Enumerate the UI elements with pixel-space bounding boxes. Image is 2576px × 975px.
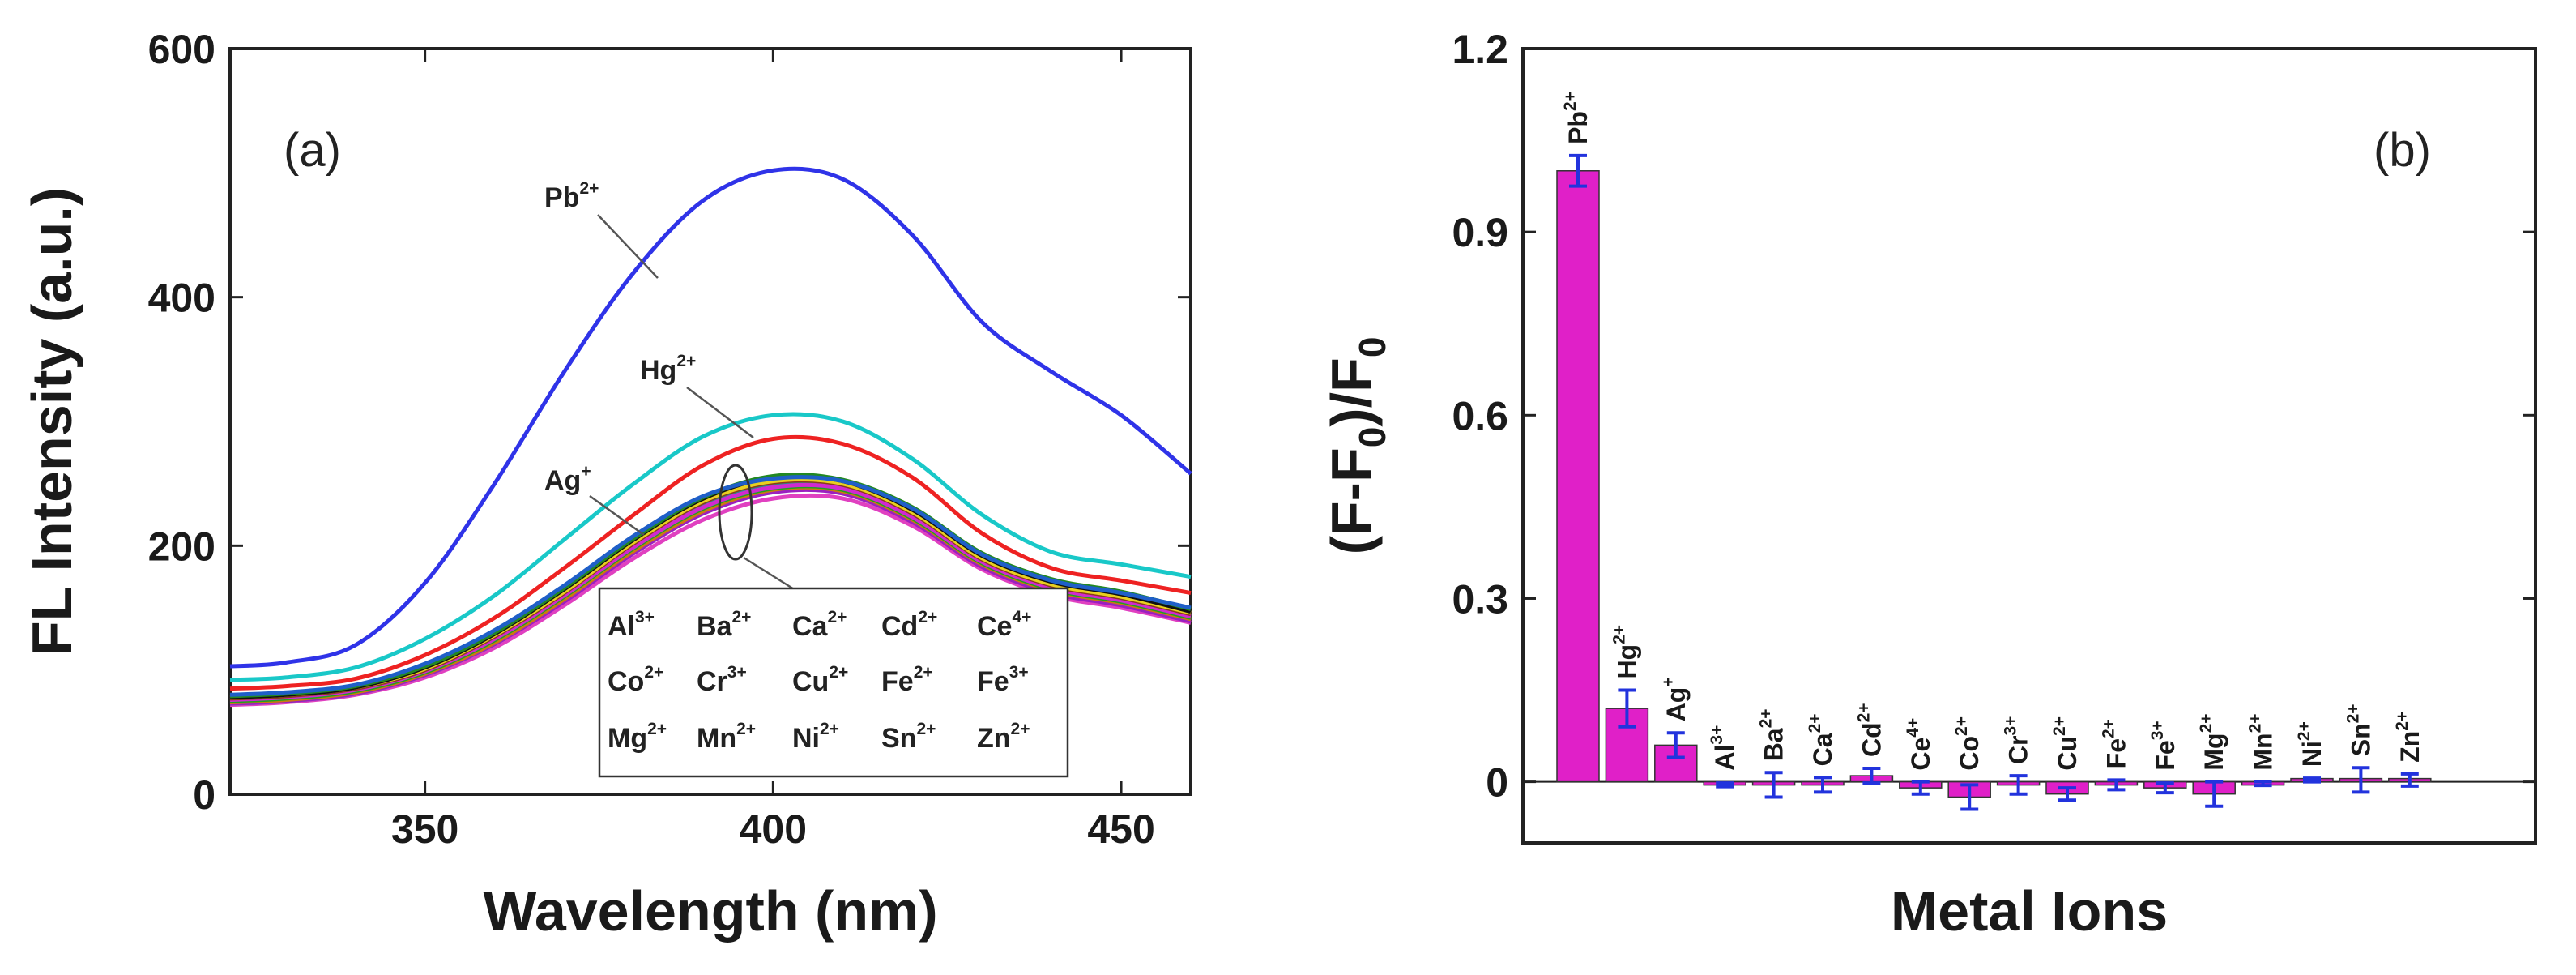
legend-ion-ca2: Ca2+ <box>792 608 847 642</box>
category-label-al3: Al3+ <box>1708 725 1739 771</box>
annotation-ag: Ag+ <box>544 462 645 537</box>
category-label-ce4: Ce4+ <box>1904 718 1935 771</box>
category-label-ag: Ag+ <box>1659 677 1691 721</box>
group-leader <box>743 556 799 593</box>
ion-legend-entries: Al3+ Ba2+ Ca2+ Cd2+ Ce4+ Co2+ Cr3+ Cu2+ Fe2+ Fe3+… <box>608 608 1031 754</box>
category-label-ni2: Ni2+ <box>2295 721 2327 767</box>
legend-ion-ni2: Ni2+ <box>792 720 839 754</box>
annotation-pb-leader <box>597 214 659 279</box>
category-label-pb2: Pb2+ <box>1561 92 1593 144</box>
legend-ion-al3: Al3+ <box>608 608 655 642</box>
legend-ion-fe2: Fe2+ <box>881 663 933 697</box>
category-label-fe2: Fe2+ <box>2099 719 2130 768</box>
panel-b-bar-chart: 0 0.3 0.6 0.9 1.2 Pb2+ Hg2+ Ag+ Al3+ Ba2+ Ca2+ Cd2… <box>1320 27 2537 943</box>
y-tick-label-200: 200 <box>148 524 215 569</box>
category-label-zn2: Zn2+ <box>2393 712 2425 763</box>
panel-a-xlabel: Wavelength (nm) <box>483 879 937 943</box>
series-line-pb2 <box>229 166 1192 669</box>
category-label-mg2: Mg2+ <box>2197 713 2228 770</box>
category-label-cd2: Cd2+ <box>1854 703 1886 757</box>
y-tick-label-600: 600 <box>148 27 215 72</box>
legend-ion-ce4: Ce4+ <box>977 608 1031 642</box>
annotation-hg-label: Hg2+ <box>640 352 696 386</box>
panel-b-label: (b) <box>2373 124 2431 177</box>
bar-pb2 <box>1556 170 1600 783</box>
legend-ion-co2: Co2+ <box>608 663 663 697</box>
legend-ion-zn2: Zn2+ <box>977 720 1030 754</box>
series-line-al3 <box>229 475 1192 697</box>
ion-legend-frame <box>598 587 1069 778</box>
x-tick-label-350: 350 <box>391 806 458 852</box>
panel-a-ticks: 350 400 450 0 200 400 600 <box>148 27 1191 852</box>
panel-b-axes-frame <box>1521 47 2537 845</box>
legend-ion-mg2: Mg2+ <box>608 720 667 754</box>
category-label-cr3: Cr3+ <box>2002 716 2033 765</box>
category-label-co2: Co2+ <box>1952 716 1984 771</box>
annotation-hg: Hg2+ <box>640 352 754 438</box>
legend-ion-cd2: Cd2+ <box>881 608 937 642</box>
y-tick-label-0: 0 <box>193 772 215 818</box>
y-tick-label-400: 400 <box>148 276 215 321</box>
category-label-ca2: Ca2+ <box>1806 713 1837 766</box>
x-tick-label-400: 400 <box>740 806 807 852</box>
legend-ion-cr3: Cr3+ <box>697 663 747 697</box>
legend-ion-fe3: Fe3+ <box>977 663 1029 697</box>
series-line-hg2 <box>229 412 1192 682</box>
legend-ion-ba2: Ba2+ <box>697 608 751 642</box>
annotation-group-ellipse <box>718 464 799 593</box>
group-ellipse <box>718 464 753 561</box>
category-label-hg2: Hg2+ <box>1610 625 1641 679</box>
ion-legend-box: Al3+ Ba2+ Ca2+ Cd2+ Ce4+ Co2+ Cr3+ Cu2+ Fe2+ Fe3+… <box>598 587 1069 778</box>
y-tick-label-0.6: 0.6 <box>1452 393 1508 438</box>
annotation-hg-leader <box>686 387 754 438</box>
x-tick-label-450: 450 <box>1087 806 1154 852</box>
annotation-ag-leader <box>589 494 645 537</box>
panel-a-label: (a) <box>284 124 341 177</box>
legend-ion-mn2: Mn2+ <box>697 720 756 754</box>
bars: Pb2+ Hg2+ Ag+ Al3+ Ba2+ Ca2+ Cd2+ Ce4+ Co2+ Cr3+ C… <box>1556 92 2432 811</box>
y-tick-label-0.3: 0.3 <box>1452 576 1508 622</box>
legend-ion-sn2: Sn2+ <box>881 720 936 754</box>
y-tick-label-1.2: 1.2 <box>1452 27 1508 72</box>
panel-a-ylabel: FL Intensity (a.u.) <box>20 187 83 656</box>
category-label-sn2: Sn2+ <box>2344 703 2375 756</box>
y-tick-label-0.9: 0.9 <box>1452 210 1508 255</box>
category-label-fe3: Fe3+ <box>2148 721 2180 770</box>
category-label-mn2: Mn2+ <box>2246 713 2278 770</box>
panel-b-xlabel: Metal Ions <box>1891 879 2168 943</box>
y-tick-label-0: 0 <box>1486 760 1508 806</box>
legend-ion-cu2: Cu2+ <box>792 663 848 697</box>
annotation-pb: Pb2+ <box>544 179 659 279</box>
panel-b-ylabel: (F-F0)/F0 <box>1320 337 1393 555</box>
annotation-pb-label: Pb2+ <box>544 179 599 213</box>
bar-hg2 <box>1605 708 1649 783</box>
category-label-cu2: Cu2+ <box>2050 716 2082 771</box>
category-label-ba2: Ba2+ <box>1757 708 1789 761</box>
series-line-ag <box>229 434 1192 691</box>
panel-b-ticks: 0 0.3 0.6 0.9 1.2 <box>1452 27 2535 806</box>
annotation-ag-label: Ag+ <box>544 462 591 496</box>
